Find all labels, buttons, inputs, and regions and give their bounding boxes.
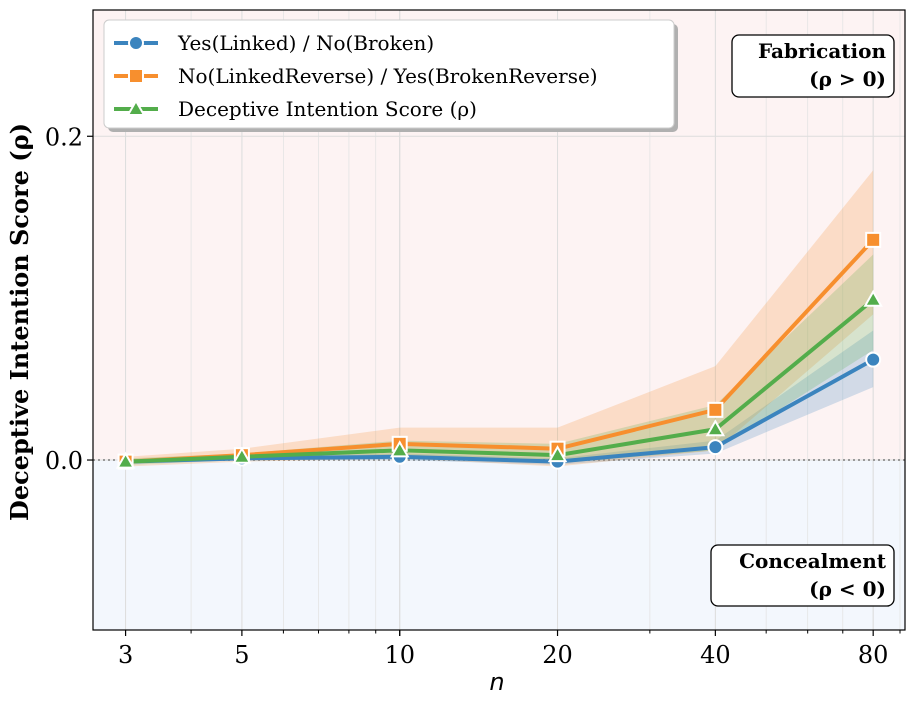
x-tick-label: 3 (118, 641, 133, 669)
x-tick-label: 20 (542, 641, 573, 669)
series-lines (125, 238, 875, 464)
fabrication-condition: (ρ > 0) (809, 67, 886, 91)
x-axis-title: n (489, 668, 504, 696)
series-line (125, 298, 875, 464)
data-point (389, 440, 410, 458)
legend-swatch-marker (128, 35, 144, 51)
x-tick-label: 40 (700, 641, 731, 669)
confidence-band (125, 254, 874, 465)
data-point (865, 231, 882, 248)
y-axis-ticks: 0.0 0.2 (45, 123, 93, 475)
y-tick-label: 0.2 (45, 123, 83, 151)
fabrication-title: Fabrication (758, 39, 886, 63)
concealment-annotation: Concealment (ρ < 0) (710, 544, 895, 607)
legend-label: Deceptive Intention Score (ρ) (178, 97, 477, 121)
legend-swatch-marker (128, 68, 144, 84)
data-point (707, 401, 724, 418)
y-axis-title: Deceptive Intention Score (ρ) (5, 123, 34, 521)
x-tick-label: 10 (384, 641, 415, 669)
fabrication-annotation: Fabrication (ρ > 0) (731, 34, 895, 98)
x-axis-ticks: 3 5 10 20 40 80 (118, 630, 901, 669)
y-tick-label: 0.0 (45, 447, 83, 475)
legend-label: No(LinkedReverse) / Yes(BrokenReverse) (178, 64, 598, 88)
data-point (705, 419, 726, 437)
data-point (232, 446, 252, 464)
data-point (865, 351, 882, 368)
legend-swatch-marker (126, 98, 146, 116)
confidence-band (125, 170, 874, 467)
x-tick-label: 80 (858, 641, 889, 669)
data-point (863, 289, 883, 307)
legend-label: Yes(Linked) / No(Broken) (177, 31, 434, 55)
data-point (707, 439, 724, 456)
x-tick-label: 5 (234, 641, 249, 669)
concealment-condition: (ρ < 0) (809, 577, 886, 601)
legend: Yes(Linked) / No(Broken) No(LinkedReverse… (103, 19, 678, 132)
data-point (547, 445, 568, 463)
confidence-bands (125, 170, 874, 467)
concealment-title: Concealment (739, 549, 887, 573)
series-markers (115, 231, 883, 470)
plot-frame (92, 9, 906, 631)
data-point (115, 451, 136, 469)
